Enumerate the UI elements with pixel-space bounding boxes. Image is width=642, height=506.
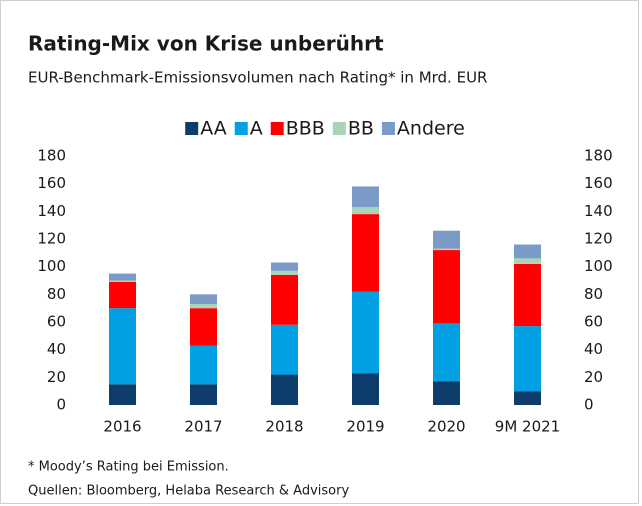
x-tick-label: 2018	[265, 418, 303, 436]
bar-segment	[514, 258, 541, 264]
bar-segment	[190, 308, 217, 346]
bar-segment	[109, 384, 136, 405]
legend-label: BBB	[286, 118, 325, 140]
legend-swatch	[185, 122, 199, 135]
bar-segment	[190, 304, 217, 309]
bar-segment	[271, 274, 298, 325]
bar-segment	[352, 373, 379, 405]
legend-label: A	[250, 118, 263, 140]
chart-title: Rating-Mix von Krise unberührt	[28, 32, 384, 56]
bar-segment	[271, 324, 298, 375]
y-tick-label: 140	[37, 202, 66, 220]
y2-tick-label: 80	[584, 285, 603, 303]
y-tick-label: 20	[47, 368, 66, 386]
y2-tick-label: 60	[584, 313, 603, 331]
y-tick-label: 160	[37, 174, 66, 192]
x-tick-label: 2020	[427, 418, 465, 436]
x-tick-label: 2017	[184, 418, 222, 436]
bar-segment	[514, 244, 541, 259]
y2-tick-label: 140	[584, 202, 613, 220]
bar-segment	[352, 207, 379, 215]
bar-segment	[352, 214, 379, 292]
bar-segment	[352, 186, 379, 208]
bar-segment	[433, 250, 460, 324]
bar-segment	[271, 374, 298, 405]
y-tick-label: 80	[47, 285, 66, 303]
y-tick-label: 0	[56, 396, 66, 414]
y-tick-label: 180	[37, 147, 66, 165]
bar-segment	[433, 230, 460, 249]
bar-segment	[271, 262, 298, 271]
bar-segment	[109, 308, 136, 385]
bar-segment	[514, 326, 541, 392]
legend-label: BB	[348, 118, 374, 140]
y-tick-label: 120	[37, 230, 66, 248]
legend-swatch	[270, 122, 284, 135]
y2-tick-label: 0	[584, 396, 594, 414]
y2-tick-label: 20	[584, 368, 603, 386]
source: Quellen: Bloomberg, Helaba Research & Ad…	[28, 484, 349, 499]
y-tick-label: 100	[37, 257, 66, 275]
bar-segment	[109, 273, 136, 281]
bar-segment	[109, 280, 136, 282]
y2-tick-label: 100	[584, 257, 613, 275]
legend-swatch	[381, 122, 395, 135]
legend-swatch	[332, 122, 346, 135]
bar-segment	[433, 381, 460, 405]
y-tick-label: 60	[47, 313, 66, 331]
y-tick-label: 40	[47, 340, 66, 358]
bar-segment	[190, 294, 217, 305]
y2-tick-label: 180	[584, 147, 613, 165]
y2-tick-label: 120	[584, 230, 613, 248]
bar-segment	[433, 323, 460, 382]
y2-tick-label: 160	[584, 174, 613, 192]
bar-segment	[514, 391, 541, 405]
bar-segment	[109, 281, 136, 309]
bar-segment	[271, 270, 298, 275]
bar-segment	[190, 384, 217, 405]
legend-label: AA	[200, 118, 227, 140]
legend-label: Andere	[397, 118, 465, 140]
chart-subtitle: EUR-Benchmark-Emissionsvolumen nach Rati…	[28, 69, 487, 87]
bar-segment	[190, 345, 217, 385]
legend-swatch	[234, 122, 248, 135]
bar-segment	[352, 291, 379, 374]
x-tick-label: 2019	[346, 418, 384, 436]
footnote: * Moody’s Rating bei Emission.	[28, 460, 229, 475]
x-tick-label: 9M 2021	[495, 418, 560, 436]
bar-segment	[433, 248, 460, 251]
bar-segment	[514, 263, 541, 327]
y2-tick-label: 40	[584, 340, 603, 358]
x-tick-label: 2016	[103, 418, 141, 436]
